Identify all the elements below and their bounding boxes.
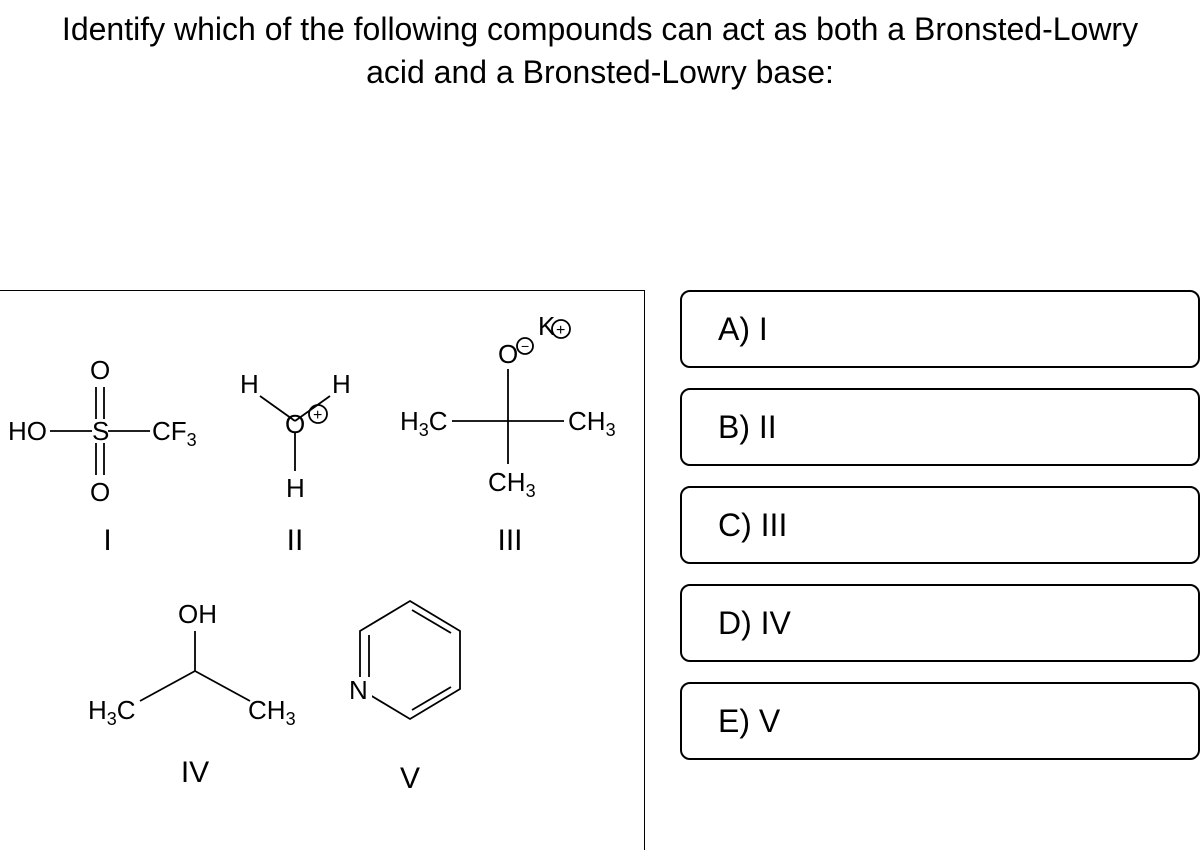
compound-iv-structure: OH H3C CH3 xyxy=(80,591,310,731)
question-line2: acid and a Bronsted-Lowry base: xyxy=(366,54,834,90)
compound-ii-O: O xyxy=(285,409,305,439)
svg-text:H3C: H3C xyxy=(400,406,448,440)
answer-a[interactable]: A) I xyxy=(680,290,1200,368)
compound-ii-label: II xyxy=(220,524,370,558)
compound-iii-ch3r-sub: 3 xyxy=(606,420,616,440)
answer-a-label: A) I xyxy=(718,311,768,348)
compound-iii-h3c-h: H xyxy=(400,406,419,436)
compound-ii-structure: O H H H + xyxy=(220,341,370,511)
question-text: Identify which of the following compound… xyxy=(0,0,1200,94)
compound-i-O-top: O xyxy=(90,355,110,385)
compound-iii-O: O xyxy=(498,339,518,369)
svg-text:CH3: CH3 xyxy=(488,467,536,501)
compound-v: N V xyxy=(330,581,490,796)
svg-text:CH3: CH3 xyxy=(248,695,296,729)
svg-text:H3C: H3C xyxy=(88,695,136,729)
compound-v-label: V xyxy=(330,762,490,796)
answer-b-label: B) II xyxy=(718,409,777,446)
answer-d[interactable]: D) IV xyxy=(680,584,1200,662)
compounds-panel: HO S O O CF3 I O H xyxy=(0,290,645,850)
compound-i-S: S xyxy=(92,416,109,446)
compound-i-HO: HO xyxy=(8,416,47,446)
compound-iii-K: K xyxy=(538,311,556,341)
compound-iv-h3c-h: H xyxy=(88,695,107,725)
compound-ii-H-left: H xyxy=(240,369,259,399)
compound-iv-ch3-sub: 3 xyxy=(286,709,296,729)
compound-iv-label: IV xyxy=(80,756,310,790)
answer-c[interactable]: C) III xyxy=(680,486,1200,564)
compound-v-N: N xyxy=(349,675,368,705)
compound-iii-minus: − xyxy=(521,338,529,354)
compound-iv: OH H3C CH3 IV xyxy=(80,591,310,790)
compound-iii-h3c-c: C xyxy=(429,406,448,436)
compound-i-label: I xyxy=(0,524,215,558)
compound-iv-h3c-c: C xyxy=(117,695,136,725)
answer-c-label: C) III xyxy=(718,507,787,544)
compound-i-CF3-sub: 3 xyxy=(187,430,197,450)
answer-d-label: D) IV xyxy=(718,605,791,642)
compound-iv-h3c-3: 3 xyxy=(107,709,117,729)
compound-i-CF: CF xyxy=(152,416,187,446)
compound-iii-label: III xyxy=(380,524,640,558)
answer-e-label: E) V xyxy=(718,703,780,740)
compound-iii-h3c-3: 3 xyxy=(419,420,429,440)
compound-ii-H-bottom: H xyxy=(286,473,305,503)
compound-iv-ch3: CH xyxy=(248,695,286,725)
svg-text:CF3: CF3 xyxy=(152,416,197,450)
question-line1: Identify which of the following compound… xyxy=(62,11,1138,47)
compound-ii: O H H H + II xyxy=(220,341,370,558)
compound-iii-plus: + xyxy=(556,322,565,339)
compound-iii: O − K + H3C CH3 CH3 III xyxy=(380,299,640,558)
compound-iii-ch3r: CH xyxy=(568,406,606,436)
compound-i-O-bot: O xyxy=(90,477,110,507)
svg-text:CH3: CH3 xyxy=(568,406,616,440)
compound-iv-oh: OH xyxy=(178,599,217,629)
compound-v-structure: N xyxy=(330,581,490,751)
answers-panel: A) I B) II C) III D) IV E) V xyxy=(680,290,1200,780)
compound-ii-H-right: H xyxy=(332,369,351,399)
answer-b[interactable]: B) II xyxy=(680,388,1200,466)
content-area: A) I B) II C) III D) IV E) V xyxy=(0,290,1200,850)
answer-e[interactable]: E) V xyxy=(680,682,1200,760)
compound-i-structure: HO S O O CF3 xyxy=(0,331,215,511)
compound-ii-plus: + xyxy=(313,407,322,424)
compound-iii-ch3b: CH xyxy=(488,467,526,497)
compound-iii-ch3b-sub: 3 xyxy=(526,481,536,501)
compound-i: HO S O O CF3 I xyxy=(0,331,215,558)
compound-iii-structure: O − K + H3C CH3 CH3 xyxy=(380,299,640,511)
